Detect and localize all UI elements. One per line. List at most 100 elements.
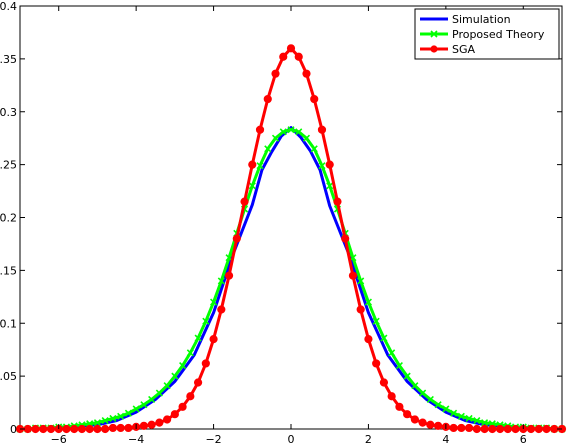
data-point [356, 305, 365, 314]
y-tick-label: 0 [10, 423, 17, 436]
data-point [209, 335, 218, 344]
data-point [271, 69, 280, 78]
data-point [163, 415, 172, 424]
data-point [411, 382, 419, 390]
data-point [202, 317, 210, 325]
data-point [124, 409, 132, 417]
data-point [318, 162, 326, 170]
data-point [426, 395, 434, 403]
data-point [31, 424, 40, 434]
data-point [357, 277, 365, 285]
data-point [101, 416, 109, 425]
data-point [256, 162, 264, 170]
data-point [77, 424, 87, 434]
data-point [364, 335, 373, 344]
legend-label: Proposed Theory [452, 28, 545, 41]
data-point [294, 52, 303, 61]
data-point [210, 298, 218, 306]
legend-marker [430, 45, 438, 53]
data-point [163, 382, 171, 390]
data-point [403, 410, 412, 419]
legend-entry: Simulation [420, 13, 511, 26]
data-point [450, 409, 458, 417]
data-point [93, 424, 102, 434]
data-point [418, 418, 427, 427]
data-point [179, 361, 187, 370]
legend-marker [430, 30, 438, 38]
data-point [93, 419, 101, 427]
data-point [139, 421, 148, 430]
series-layer [15, 44, 567, 434]
data-point [255, 125, 265, 134]
data-point [534, 424, 543, 434]
y-tick-label: 0.4 [0, 0, 17, 13]
plot-frame [19, 5, 563, 430]
data-point [70, 424, 79, 434]
data-point [526, 424, 536, 434]
series-line [19, 126, 563, 431]
data-point [442, 405, 450, 413]
legend-entry: SGA [420, 43, 476, 56]
data-point [387, 392, 396, 401]
y-tick-label: 0.15 [0, 264, 17, 277]
data-point [495, 424, 505, 434]
data-point [240, 197, 249, 206]
data-point [426, 420, 435, 429]
data-point [287, 126, 295, 134]
data-point [46, 424, 56, 434]
data-point [372, 359, 381, 368]
data-point [410, 415, 419, 424]
data-point [178, 402, 187, 411]
data-point [480, 424, 489, 434]
data-point [155, 389, 163, 397]
legend: Simulation Proposed Theory SGA [414, 8, 560, 60]
data-point [302, 134, 311, 142]
data-point [542, 424, 551, 434]
data-point [62, 424, 71, 434]
data-point [116, 423, 125, 433]
legend-label: SGA [452, 43, 476, 56]
data-point [248, 160, 257, 169]
data-point [155, 418, 164, 427]
plot-area [19, 5, 563, 430]
data-point [403, 372, 411, 380]
data-point [109, 414, 117, 422]
data-point [364, 298, 372, 306]
data-point [264, 145, 272, 153]
data-point [457, 423, 466, 433]
data-point [147, 420, 156, 429]
data-point [224, 271, 234, 280]
data-point [310, 94, 319, 104]
data-point [317, 125, 327, 134]
data-point [217, 305, 226, 314]
y-tick-label: 0.1 [0, 317, 17, 330]
data-point [194, 334, 202, 342]
data-point [464, 423, 474, 433]
series-sga [15, 44, 567, 434]
data-point [379, 378, 389, 387]
data-point [348, 271, 358, 280]
data-point [117, 412, 125, 420]
data-point [395, 361, 403, 370]
x-tick-label: −2 [205, 433, 221, 445]
data-point [395, 402, 404, 411]
data-point [171, 372, 179, 380]
data-point [511, 424, 520, 434]
data-point [488, 424, 497, 434]
legend-label: Simulation [452, 13, 511, 26]
series-simulation [19, 126, 563, 431]
data-point [419, 389, 427, 397]
data-point [170, 410, 179, 419]
data-point [481, 419, 489, 427]
data-point [473, 416, 481, 425]
data-point [248, 182, 256, 190]
data-point [217, 277, 225, 285]
data-point [201, 359, 210, 368]
data-point [388, 349, 396, 357]
data-point [193, 378, 203, 387]
data-point [465, 414, 473, 422]
y-tick-label: 0.05 [0, 370, 17, 383]
data-point [333, 197, 342, 206]
y-tick-label: 0.2 [0, 212, 17, 225]
